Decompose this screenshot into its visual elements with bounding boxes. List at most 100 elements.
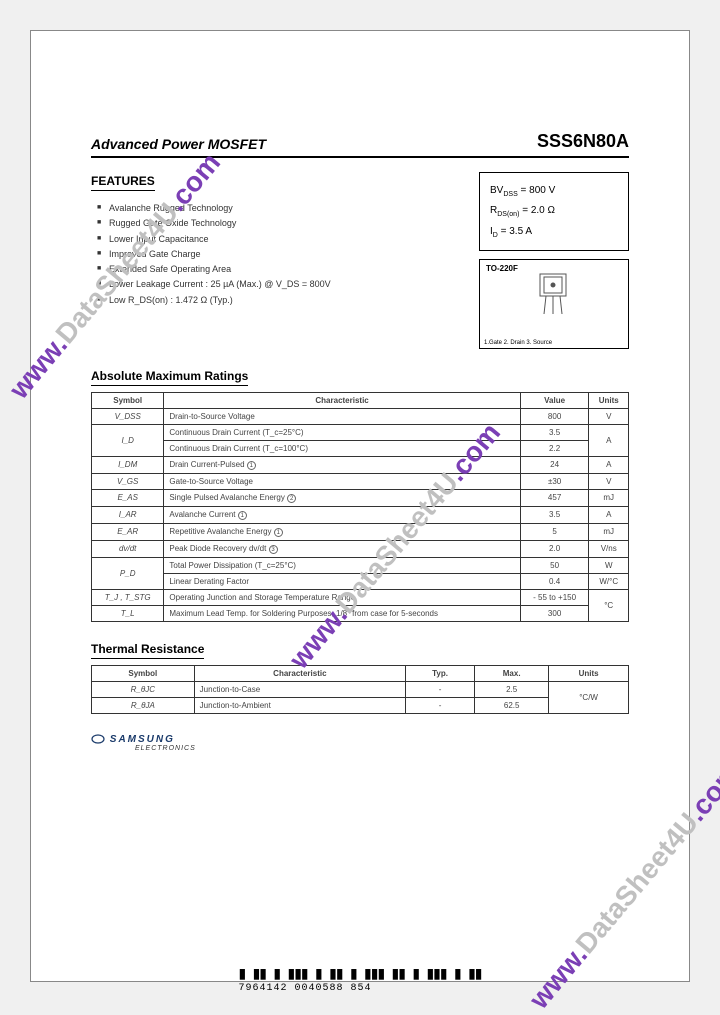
package-pins: 1.Gate 2. Drain 3. Source xyxy=(484,340,552,346)
feature-item: Extended Safe Operating Area xyxy=(97,262,463,277)
cell-unit: V/ns xyxy=(589,540,629,557)
table-row: E_ASSingle Pulsed Avalanche Energy 2457m… xyxy=(92,489,629,506)
barcode-digits: 7964142 0040588 854 xyxy=(238,983,371,994)
cell-value: - 55 to +150 xyxy=(520,589,589,605)
cell-characteristic: Peak Diode Recovery dv/dt 3 xyxy=(164,540,520,557)
features-heading: FEATURES xyxy=(91,174,155,191)
table-row: T_J , T_STGOperating Junction and Storag… xyxy=(92,589,629,605)
doc-title: Advanced Power MOSFET xyxy=(91,136,266,152)
cell-symbol: P_D xyxy=(92,557,164,589)
table-header: Max. xyxy=(475,665,549,681)
cell-value: 800 xyxy=(520,408,589,424)
cell-max: 62.5 xyxy=(475,697,549,713)
features-list: Avalanche Rugged TechnologyRugged Gate O… xyxy=(91,201,463,308)
cell-value: 50 xyxy=(520,557,589,573)
cell-value: 0.4 xyxy=(520,573,589,589)
cell-characteristic: Avalanche Current 1 xyxy=(164,506,520,523)
table-header: Characteristic xyxy=(194,665,405,681)
table-header: Symbol xyxy=(92,665,195,681)
cell-characteristic: Single Pulsed Avalanche Energy 2 xyxy=(164,489,520,506)
cell-unit: W xyxy=(589,557,629,573)
cell-value: 3.5 xyxy=(520,424,589,440)
abs-max-heading: Absolute Maximum Ratings xyxy=(91,369,248,386)
table-row: Continuous Drain Current (T_c=100°C)2.2 xyxy=(92,440,629,456)
brand-name: SAMSUNG xyxy=(110,734,175,745)
table-header: Units xyxy=(549,665,629,681)
cell-unit: A xyxy=(589,424,629,456)
cell-characteristic: Maximum Lead Temp. for Soldering Purpose… xyxy=(164,605,520,621)
spec-line: BVDSS = 800 V xyxy=(490,181,618,201)
thermal-table: SymbolCharacteristicTyp.Max.UnitsR_θJCJu… xyxy=(91,665,629,714)
feature-item: Low R_DS(on) : 1.472 Ω (Typ.) xyxy=(97,293,463,308)
cell-value: 2.2 xyxy=(520,440,589,456)
table-row: I_ARAvalanche Current 13.5A xyxy=(92,506,629,523)
cell-characteristic: Junction-to-Ambient xyxy=(194,697,405,713)
cell-characteristic: Drain Current-Pulsed 1 xyxy=(164,456,520,473)
cell-symbol: dv/dt xyxy=(92,540,164,557)
cell-unit: °C xyxy=(589,589,629,621)
cell-symbol: I_AR xyxy=(92,506,164,523)
table-row: R_θJAJunction-to-Ambient-62.5 xyxy=(92,697,629,713)
brand-logo: SAMSUNG ELECTRONICS xyxy=(91,734,629,752)
cell-typ: - xyxy=(406,681,475,697)
cell-value: 300 xyxy=(520,605,589,621)
feature-item: Lower Leakage Current : 25 µA (Max.) @ V… xyxy=(97,277,463,292)
table-row: R_θJCJunction-to-Case-2.5°C/W xyxy=(92,681,629,697)
cell-characteristic: Operating Junction and Storage Temperatu… xyxy=(164,589,520,605)
feature-item: Lower Input Capacitance xyxy=(97,232,463,247)
spec-column: BVDSS = 800 VRDS(on) = 2.0 ΩID = 3.5 A T… xyxy=(479,172,629,349)
cell-value: 3.5 xyxy=(520,506,589,523)
page-header: Advanced Power MOSFET SSS6N80A xyxy=(91,131,629,158)
table-row: P_DTotal Power Dissipation (T_c=25°C)50W xyxy=(92,557,629,573)
cell-characteristic: Continuous Drain Current (T_c=25°C) xyxy=(164,424,520,440)
cell-symbol: E_AR xyxy=(92,523,164,540)
table-header: Value xyxy=(520,392,589,408)
spec-line: ID = 3.5 A xyxy=(490,222,618,242)
cell-characteristic: Total Power Dissipation (T_c=25°C) xyxy=(164,557,520,573)
abs-max-table: SymbolCharacteristicValueUnitsV_DSSDrain… xyxy=(91,392,629,622)
cell-characteristic: Junction-to-Case xyxy=(194,681,405,697)
cell-value: 24 xyxy=(520,456,589,473)
table-row: dv/dtPeak Diode Recovery dv/dt 32.0V/ns xyxy=(92,540,629,557)
cell-characteristic: Gate-to-Source Voltage xyxy=(164,473,520,489)
logo-oval-icon xyxy=(91,734,105,744)
cell-characteristic: Linear Derating Factor xyxy=(164,573,520,589)
cell-max: 2.5 xyxy=(475,681,549,697)
package-drawing-icon xyxy=(524,272,584,318)
cell-unit: V xyxy=(589,473,629,489)
key-specs-box: BVDSS = 800 VRDS(on) = 2.0 ΩID = 3.5 A xyxy=(479,172,629,251)
table-header: Units xyxy=(589,392,629,408)
cell-value: 457 xyxy=(520,489,589,506)
feature-item: Improved Gate Charge xyxy=(97,247,463,262)
table-row: E_ARRepetitive Avalanche Energy 15mJ xyxy=(92,523,629,540)
cell-symbol: R_θJC xyxy=(92,681,195,697)
cell-characteristic: Repetitive Avalanche Energy 1 xyxy=(164,523,520,540)
table-row: T_LMaximum Lead Temp. for Soldering Purp… xyxy=(92,605,629,621)
thermal-heading: Thermal Resistance xyxy=(91,642,204,659)
datasheet-page: Advanced Power MOSFET SSS6N80A FEATURES … xyxy=(30,30,690,982)
table-header: Characteristic xyxy=(164,392,520,408)
cell-symbol: T_L xyxy=(92,605,164,621)
table-header: Symbol xyxy=(92,392,164,408)
cell-characteristic: Continuous Drain Current (T_c=100°C) xyxy=(164,440,520,456)
part-number: SSS6N80A xyxy=(537,131,629,152)
table-row: I_DContinuous Drain Current (T_c=25°C)3.… xyxy=(92,424,629,440)
cell-unit: mJ xyxy=(589,523,629,540)
cell-value: 5 xyxy=(520,523,589,540)
cell-typ: - xyxy=(406,697,475,713)
table-row: V_DSSDrain-to-Source Voltage800V xyxy=(92,408,629,424)
cell-unit: W/°C xyxy=(589,573,629,589)
cell-unit: V xyxy=(589,408,629,424)
cell-symbol: V_GS xyxy=(92,473,164,489)
cell-value: ±30 xyxy=(520,473,589,489)
table-row: Linear Derating Factor0.4W/°C xyxy=(92,573,629,589)
cell-symbol: R_θJA xyxy=(92,697,195,713)
features-column: FEATURES Avalanche Rugged TechnologyRugg… xyxy=(91,172,463,349)
package-box: TO-220F 1.Gate 2. Drain 3. Source xyxy=(479,259,629,349)
brand-sub: ELECTRONICS xyxy=(135,745,629,752)
cell-unit: °C/W xyxy=(549,681,629,713)
barcode: ▮ ▮▮ ▮ ▮▮▮ ▮ ▮▮ ▮ ▮▮▮ ▮▮ ▮ ▮▮▮ ▮ ▮▮ 7964… xyxy=(238,966,481,994)
table-row: V_GSGate-to-Source Voltage±30V xyxy=(92,473,629,489)
spec-line: RDS(on) = 2.0 Ω xyxy=(490,201,618,221)
cell-unit: mJ xyxy=(589,489,629,506)
